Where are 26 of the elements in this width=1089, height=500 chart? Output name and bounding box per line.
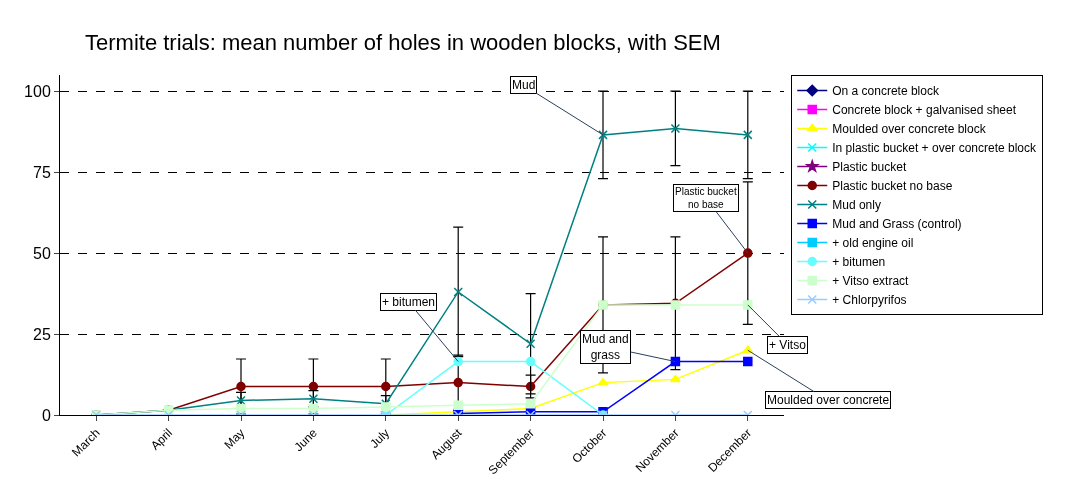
legend-label: Plastic bucket no base xyxy=(832,179,953,194)
y-tick-label: 25 xyxy=(33,325,51,343)
chart-title: Termite trials: mean number of holes in wooden blocks, with SEM xyxy=(85,30,721,56)
legend-label: Mud and Grass (control) xyxy=(832,217,962,232)
legend-label: On a concrete block xyxy=(832,84,940,99)
annotation: Moulded over concrete xyxy=(767,393,890,407)
legend-label: + bitumen xyxy=(832,255,886,270)
x-tick-label: July xyxy=(367,425,393,451)
legend-label: Moulded over concrete block xyxy=(832,122,987,137)
legend-label: Concrete block + galvanised sheet xyxy=(832,103,1017,118)
y-tick-label: 0 xyxy=(41,406,51,424)
y-tick-label: 75 xyxy=(33,163,51,181)
legend-label: In plastic bucket + over concrete block xyxy=(832,141,1038,156)
legend-label: + old engine oil xyxy=(832,236,914,251)
annotation: + Vitso xyxy=(769,338,807,352)
legend-label: Mud only xyxy=(832,198,881,213)
annotation: Mud and grass xyxy=(582,332,629,362)
annotation: Plastic bucket no base xyxy=(675,186,737,210)
legend-label: + Vitso extract xyxy=(832,274,910,289)
legend-label: + Chlorpyrifos xyxy=(832,293,907,308)
annotation: + bitumen xyxy=(382,295,436,309)
legend-label: Plastic bucket xyxy=(832,160,907,175)
annotation: Mud xyxy=(512,78,536,92)
x-tick-label: May xyxy=(221,425,248,452)
y-tick-label: 100 xyxy=(24,82,51,100)
y-tick-label: 50 xyxy=(33,244,51,262)
